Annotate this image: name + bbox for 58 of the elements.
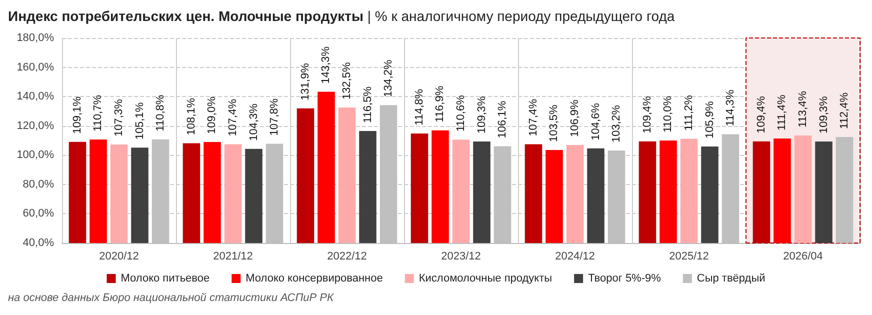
data-label: 103,2% (610, 104, 623, 142)
data-label: 134,2% (382, 60, 395, 98)
data-label: 114,3% (724, 89, 737, 126)
data-label: 105,1% (134, 102, 146, 140)
data-label: 114,8% (413, 88, 426, 126)
x-tick-label: 2025/12 (669, 250, 709, 262)
data-label: 106,9% (569, 100, 581, 138)
data-label: 110,7% (92, 94, 104, 132)
data-label: 110,8% (154, 94, 167, 132)
chart-subtitle: | % к аналогичному периоду предыдущего года (367, 8, 675, 24)
data-label: 107,4% (527, 98, 540, 136)
y-tick-label: 140,0% (16, 90, 54, 103)
y-tick-label: 120,0% (16, 120, 54, 132)
data-label: 109,0% (206, 96, 218, 134)
data-label: 116,9% (434, 86, 446, 122)
data-label: 107,3% (113, 98, 125, 136)
text: на основе данных Бюро национальной статистики АСПиР РК (8, 292, 334, 304)
y-tick-label: 80,0% (22, 178, 54, 190)
legend-label: Творог 5%-9% (588, 272, 662, 284)
data-label: 111,4% (776, 94, 788, 130)
data-label: 107,8% (268, 98, 281, 136)
data-label: 103,5% (548, 104, 560, 142)
x-tick-label: 2026/04 (783, 250, 823, 262)
x-tick-label: 2022/12 (327, 250, 367, 262)
legend-label: Молоко питьевое (120, 272, 210, 284)
data-label: 107,4% (227, 98, 239, 136)
data-label: 110,6% (455, 94, 467, 132)
data-label: 112,4% (838, 92, 851, 129)
data-label: 131,9% (299, 62, 312, 100)
data-label: 110,0% (662, 96, 674, 132)
legend-label: Кисломолочные продукты (418, 272, 552, 284)
data-label: 109,3% (818, 96, 830, 134)
chart-title: Индекс потребительских цен. Молочные продукты (8, 8, 364, 24)
y-tick-label: 160,0% (16, 61, 54, 74)
y-tick-label: 60,0% (22, 208, 54, 220)
data-label: 108,1% (185, 98, 198, 136)
data-label: 113,4% (797, 90, 809, 128)
x-tick-label: 2021/12 (213, 250, 253, 262)
data-label: 104,6% (590, 102, 602, 140)
x-tick-label: 2023/12 (441, 250, 481, 262)
data-label: 132,5% (341, 62, 353, 100)
y-tick-label: 100,0% (16, 149, 54, 162)
data-label: 105,9% (704, 100, 716, 139)
data-label: 104,3% (248, 103, 260, 141)
data-label: 109,4% (755, 96, 768, 134)
data-label: 109,4% (641, 96, 654, 134)
legend-label: Сыр твёрдый (696, 272, 766, 284)
x-tick-label: 2024/12 (555, 250, 595, 262)
data-label: 143,3% (320, 46, 332, 84)
data-label: 116,5% (362, 86, 374, 123)
y-tick-label: 180,0% (16, 32, 54, 44)
y-tick-label: 40,0% (22, 237, 54, 249)
data-label: 109,3% (476, 96, 488, 134)
data-label: 106,1% (496, 100, 509, 138)
data-label: 111,2% (683, 94, 695, 131)
x-tick-label: 2020/12 (99, 250, 139, 262)
data-label: 109,1% (71, 96, 84, 134)
legend-label: Молоко консервированное (246, 272, 383, 284)
